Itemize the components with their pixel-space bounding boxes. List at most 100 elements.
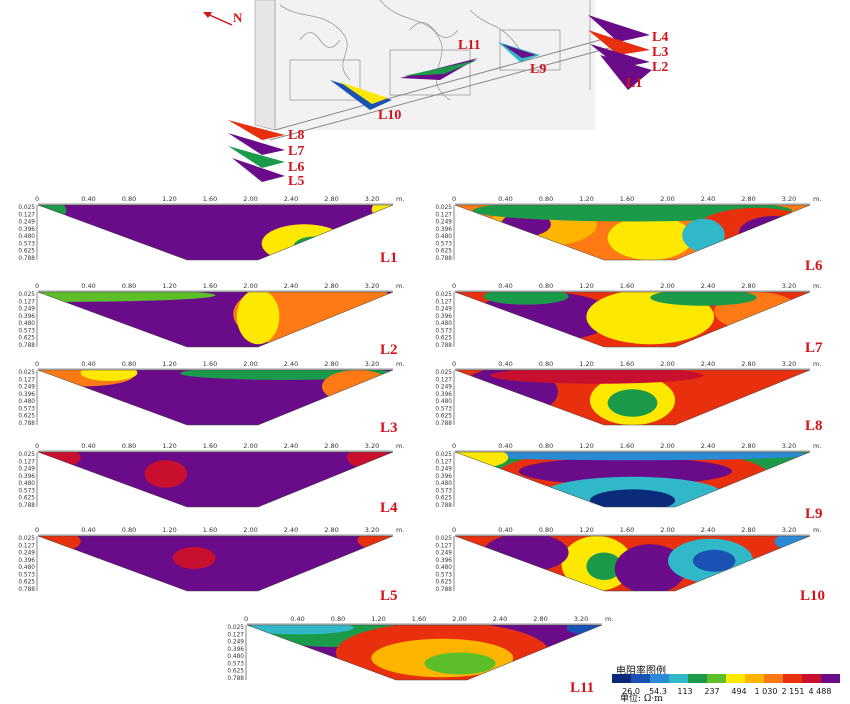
legend-swatch [783,674,802,683]
x-tick-label: 2.40 [284,360,298,368]
legend-title: 电阻率图例 [616,666,666,677]
x-tick-label: 1.20 [162,360,176,368]
depth-tick-label: 0.249 [435,220,452,226]
legend-swatch [745,674,764,683]
depth-tick-label: 0.480 [435,481,452,487]
resistivity-zone [614,544,686,591]
resistivity-zone [293,236,337,257]
location-label-l4: L4 [652,30,669,45]
profile-l6: 0 0.40 0.80 1.20 1.60 2.00 2.40 2.80 3.20 m. 0.025… [435,195,821,262]
x-unit-label: m. [813,282,821,290]
x-tick-label: 1.60 [203,195,217,203]
x-unit-label: m. [396,282,404,290]
depth-tick-label: 0.573 [435,572,452,578]
x-tick-label: 1.20 [579,526,593,534]
depth-tick-label: 0.025 [435,452,452,458]
resistivity-zone [424,652,496,675]
legend-swatch [631,674,650,683]
x-tick-label: 2.00 [660,282,674,290]
x-tick-label: 2.00 [660,442,674,450]
x-tick-label: 1.60 [620,442,634,450]
x-tick-label: 1.20 [579,195,593,203]
depth-tick-label: 0.127 [18,543,35,549]
x-tick-label: 0 [452,442,456,450]
depth-tick-label: 0.127 [18,299,35,305]
x-tick-label: 2.00 [243,526,257,534]
x-tick-label: 0 [35,442,39,450]
x-tick-label: 2.00 [243,282,257,290]
profile-l9: 0 0.40 0.80 1.20 1.60 2.00 2.40 2.80 3.20 m. 0.025… [435,442,821,509]
legend-swatch [707,674,726,683]
resistivity-zone [38,205,67,221]
x-tick-label: 3.20 [365,360,379,368]
depth-tick-label: 0.025 [18,452,35,458]
profile-l7: 0 0.40 0.80 1.20 1.60 2.00 2.40 2.80 3.20 m. 0.025… [435,282,821,349]
x-tick-label: 2.40 [493,615,507,623]
x-unit-label: m. [396,360,404,368]
x-tick-label: 3.20 [365,442,379,450]
depth-tick-label: 0.249 [435,467,452,473]
x-tick-label: 0.80 [122,282,136,290]
depth-tick-label: 0.396 [435,474,452,480]
depth-tick-label: 0.788 [18,421,35,427]
x-tick-label: 0.40 [498,442,512,450]
resistivity-zone [589,489,676,507]
x-tick-label: 1.60 [203,526,217,534]
x-tick-label: 2.80 [741,360,755,368]
profile-l1: 0 0.40 0.80 1.20 1.60 2.00 2.40 2.80 3.20 m. 0.025… [18,195,404,262]
depth-tick-label: 0.573 [227,661,244,667]
x-tick-label: 0 [452,526,456,534]
legend-value: 26.0 [622,687,640,696]
depth-tick-label: 0.480 [18,234,35,240]
depth-tick-label: 0.625 [435,414,452,420]
depth-tick-label: 0.127 [18,459,35,465]
x-unit-label: m. [396,442,404,450]
depth-tick-label: 0.127 [18,377,35,383]
depth-tick-label: 0.573 [18,328,35,334]
depth-tick-label: 0.127 [435,377,452,383]
x-tick-label: 2.40 [284,195,298,203]
resistivity-zone [172,547,216,569]
resistivity-zone [586,552,622,580]
resistivity-zone [607,216,693,260]
legend-value: 4 488 [809,687,832,696]
x-tick-label: 3.20 [365,526,379,534]
x-tick-label: 2.40 [701,195,715,203]
depth-tick-label: 0.025 [18,292,35,298]
depth-tick-label: 0.788 [18,587,35,593]
x-tick-label: 3.20 [782,195,796,203]
x-unit-label: m. [605,615,613,623]
x-tick-label: 2.80 [741,282,755,290]
x-tick-label: 0.80 [539,195,553,203]
depth-tick-label: 0.480 [18,565,35,571]
depth-tick-label: 0.625 [435,580,452,586]
x-tick-label: 0 [35,360,39,368]
resistivity-zone [236,292,280,345]
resistivity-zone [518,457,732,485]
x-tick-label: 3.20 [782,282,796,290]
x-tick-label: 2.80 [324,442,338,450]
x-tick-label: 0 [452,282,456,290]
resistivity-zone [455,452,509,469]
x-tick-label: 2.80 [533,615,547,623]
north-label: N [233,10,243,25]
resistivity-zone [336,292,393,320]
resistivity-zone [739,216,810,249]
depth-tick-label: 0.788 [18,503,35,509]
x-tick-label: 1.20 [162,282,176,290]
depth-tick-label: 0.480 [435,234,452,240]
depth-tick-label: 0.396 [435,314,452,320]
x-tick-label: 0.80 [539,526,553,534]
legend-swatch [726,674,745,683]
depth-tick-label: 0.480 [435,565,452,571]
x-tick-label: 2.80 [324,360,338,368]
x-tick-label: 0.40 [498,526,512,534]
legend-swatch [650,674,669,683]
profile-label-l4: L4 [380,500,398,516]
depth-tick-label: 0.396 [18,392,35,398]
profile-label-l10: L10 [800,588,826,604]
x-tick-label: 0.40 [81,195,95,203]
depth-tick-label: 0.127 [435,212,452,218]
depth-tick-label: 0.127 [18,212,35,218]
x-tick-label: 2.00 [660,360,674,368]
